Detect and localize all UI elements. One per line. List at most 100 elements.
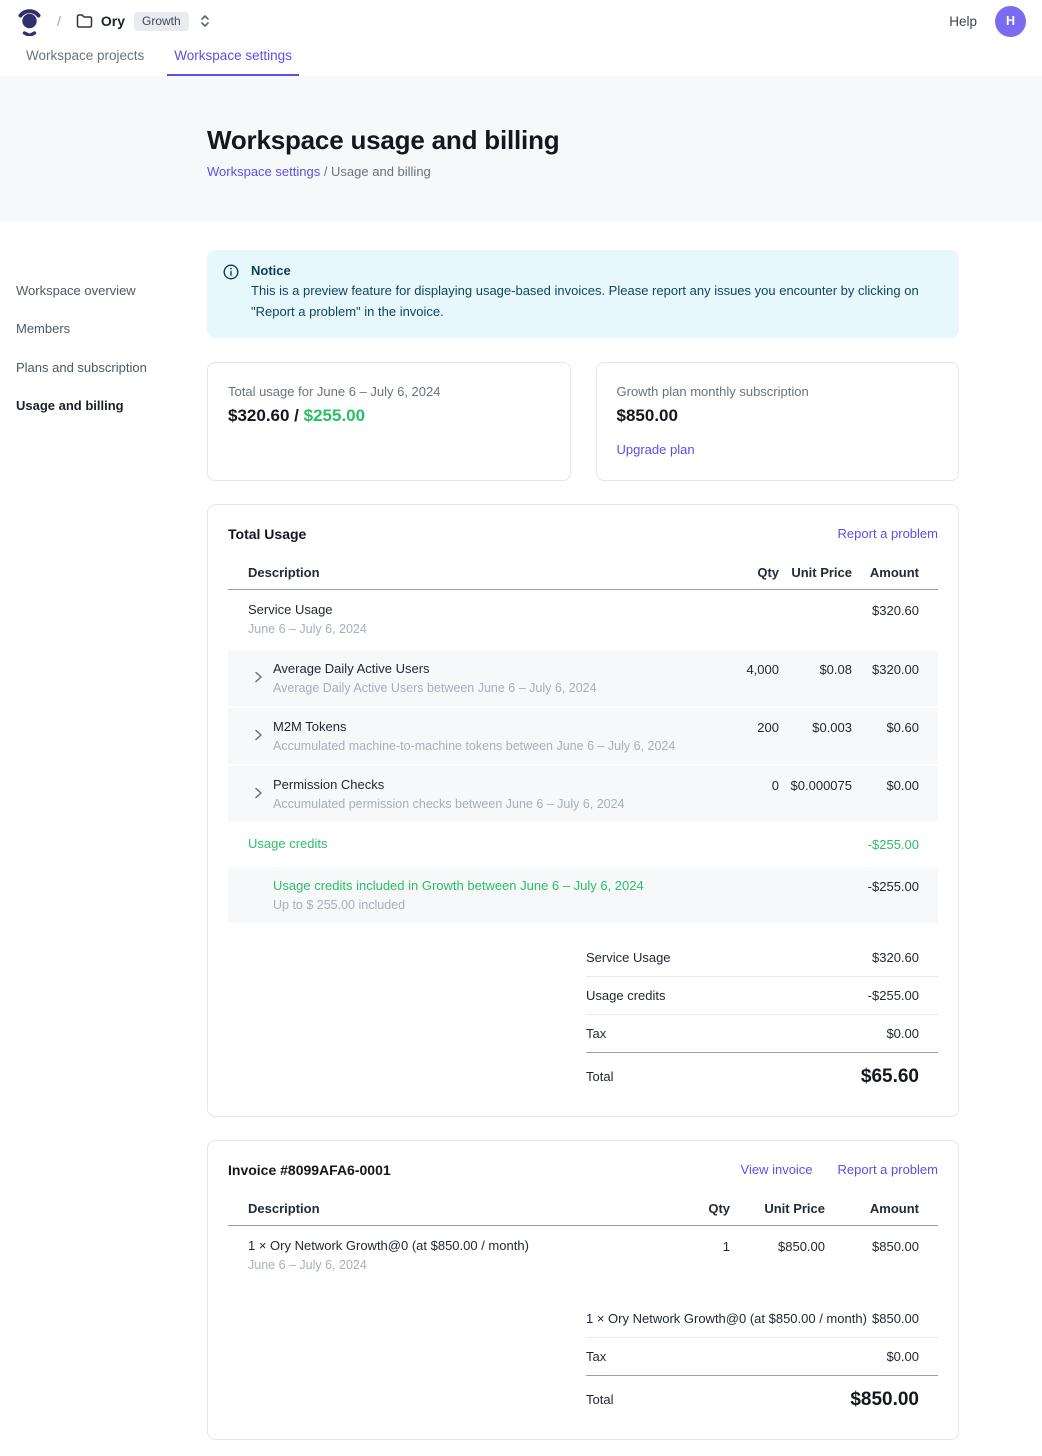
row-qty: 4,000 — [706, 661, 779, 677]
ory-logo-icon[interactable] — [16, 6, 43, 36]
summary-label: Service Usage — [586, 950, 671, 965]
row-subtitle: June 6 – July 6, 2024 — [248, 622, 706, 636]
table-row[interactable]: Average Daily Active Users Average Daily… — [228, 650, 938, 706]
row-subtitle: Up to $ 255.00 included — [273, 898, 706, 912]
row-amount: $0.60 — [852, 719, 938, 735]
tab-workspace-settings[interactable]: Workspace settings — [167, 42, 299, 76]
summary-value: -$255.00 — [868, 988, 919, 1003]
row-unit-price: $850.00 — [730, 1238, 825, 1254]
table-row[interactable]: Permission Checks Accumulated permission… — [228, 766, 938, 822]
row-title: Usage credits — [248, 836, 706, 851]
summary-row: Tax $0.00 — [586, 1014, 938, 1052]
usage-table: Description Qty Unit Price Amount Servic… — [228, 565, 938, 923]
col-unit-price: Unit Price — [779, 565, 852, 580]
row-title: Average Daily Active Users — [273, 661, 706, 676]
usage-panel-title: Total Usage — [228, 526, 306, 542]
row-subtitle: Average Daily Active Users between June … — [273, 681, 706, 695]
row-unit-price: $0.08 — [779, 661, 852, 677]
usage-total-row: Total $65.60 — [586, 1052, 938, 1092]
tab-workspace-projects[interactable]: Workspace projects — [19, 42, 151, 76]
table-row: Usage credits included in Growth between… — [228, 867, 938, 923]
col-description: Description — [228, 1201, 657, 1216]
chevron-right-icon[interactable] — [254, 728, 263, 742]
user-avatar[interactable]: H — [995, 6, 1026, 37]
col-description: Description — [228, 565, 706, 580]
table-row: 1 × Ory Network Growth@0 (at $850.00 / m… — [228, 1226, 938, 1284]
table-row[interactable]: M2M Tokens Accumulated machine-to-machin… — [228, 708, 938, 764]
breadcrumb: Workspace settings / Usage and billing — [207, 164, 1042, 179]
summary-label: Tax — [586, 1026, 606, 1041]
summary-value: $0.00 — [886, 1026, 919, 1041]
invoice-summary: 1 × Ory Network Growth@0 (at $850.00 / m… — [586, 1300, 938, 1415]
total-value: $850.00 — [850, 1389, 919, 1411]
upgrade-plan-link[interactable]: Upgrade plan — [617, 442, 695, 457]
help-link[interactable]: Help — [949, 14, 977, 29]
invoice-table: Description Qty Unit Price Amount 1 × Or… — [228, 1201, 938, 1284]
row-amount: $320.00 — [852, 661, 938, 677]
preview-notice: Notice This is a preview feature for dis… — [207, 250, 959, 338]
summary-value: $320.60 — [872, 950, 919, 965]
summary-row: Usage credits -$255.00 — [586, 976, 938, 1014]
row-title: M2M Tokens — [273, 719, 706, 734]
page-header: Workspace usage and billing Workspace se… — [0, 76, 1042, 222]
total-label: Total — [586, 1392, 613, 1407]
plan-badge: Growth — [134, 12, 189, 31]
breadcrumb-settings-link[interactable]: Workspace settings — [207, 164, 320, 179]
sidebar-item-usage-billing[interactable]: Usage and billing — [16, 393, 196, 418]
total-usage-panel: Total Usage Report a problem Description… — [207, 504, 959, 1117]
invoice-title: Invoice #8099AFA6-0001 — [228, 1162, 391, 1178]
row-title: Usage credits included in Growth between… — [273, 878, 706, 893]
table-row: Usage credits -$255.00 — [228, 822, 938, 865]
summary-label: Tax — [586, 1349, 606, 1364]
total-label: Total — [586, 1069, 613, 1084]
notice-title: Notice — [251, 263, 941, 278]
plan-label: Growth plan monthly subscription — [617, 384, 939, 399]
invoice-total-row: Total $850.00 — [586, 1375, 938, 1415]
usage-report-problem-link[interactable]: Report a problem — [838, 526, 938, 541]
row-unit-price: $0.000075 — [779, 777, 852, 793]
row-title: Service Usage — [248, 602, 706, 617]
col-amount: Amount — [852, 565, 938, 580]
row-amount: $0.00 — [852, 777, 938, 793]
workspace-switcher-icon[interactable] — [199, 14, 211, 28]
total-usage-card: Total usage for June 6 – July 6, 2024 $3… — [207, 362, 571, 481]
invoice-report-problem-link[interactable]: Report a problem — [838, 1162, 938, 1177]
workspace-name[interactable]: Ory — [101, 13, 125, 29]
view-invoice-link[interactable]: View invoice — [741, 1162, 813, 1177]
total-usage-label: Total usage for June 6 – July 6, 2024 — [228, 384, 550, 399]
summary-row: Service Usage $320.60 — [586, 939, 938, 976]
row-qty: 200 — [706, 719, 779, 735]
invoice-panel: Invoice #8099AFA6-0001 View invoice Repo… — [207, 1140, 959, 1440]
chevron-right-icon[interactable] — [254, 670, 263, 684]
total-usage-value: $320.60 / $255.00 — [228, 406, 550, 426]
row-title: Permission Checks — [273, 777, 706, 792]
row-amount: -$255.00 — [852, 878, 938, 894]
top-navigation: / Ory Growth Help H — [0, 0, 1042, 42]
row-amount: -$255.00 — [852, 836, 938, 852]
page-title: Workspace usage and billing — [207, 125, 1042, 156]
row-subtitle: Accumulated permission checks between Ju… — [273, 797, 706, 811]
usage-summary: Service Usage $320.60 Usage credits -$25… — [586, 939, 938, 1092]
summary-value: $0.00 — [886, 1349, 919, 1364]
col-amount: Amount — [825, 1201, 938, 1216]
row-subtitle: June 6 – July 6, 2024 — [248, 1258, 657, 1272]
info-icon — [223, 264, 239, 280]
usage-amount: $320.60 — [228, 406, 289, 425]
summary-row: Tax $0.00 — [586, 1337, 938, 1375]
table-row: Service Usage June 6 – July 6, 2024 $320… — [228, 590, 938, 648]
summary-label: 1 × Ory Network Growth@0 (at $850.00 / m… — [586, 1311, 867, 1326]
workspace-tabs: Workspace projects Workspace settings — [0, 42, 1042, 76]
sidebar-item-plans-subscription[interactable]: Plans and subscription — [16, 355, 196, 380]
row-amount: $850.00 — [825, 1238, 938, 1254]
chevron-right-icon[interactable] — [254, 786, 263, 800]
col-qty: Qty — [657, 1201, 730, 1216]
sidebar-item-members[interactable]: Members — [16, 316, 196, 341]
sidebar-item-workspace-overview[interactable]: Workspace overview — [16, 278, 196, 303]
row-title: 1 × Ory Network Growth@0 (at $850.00 / m… — [248, 1238, 657, 1253]
plan-subscription-card: Growth plan monthly subscription $850.00… — [596, 362, 960, 481]
usage-credit-amount: $255.00 — [304, 406, 365, 425]
usage-table-header: Description Qty Unit Price Amount — [228, 565, 938, 590]
row-subtitle: Accumulated machine-to-machine tokens be… — [273, 739, 706, 753]
row-amount: $320.60 — [852, 602, 938, 618]
summary-row: 1 × Ory Network Growth@0 (at $850.00 / m… — [586, 1300, 938, 1337]
